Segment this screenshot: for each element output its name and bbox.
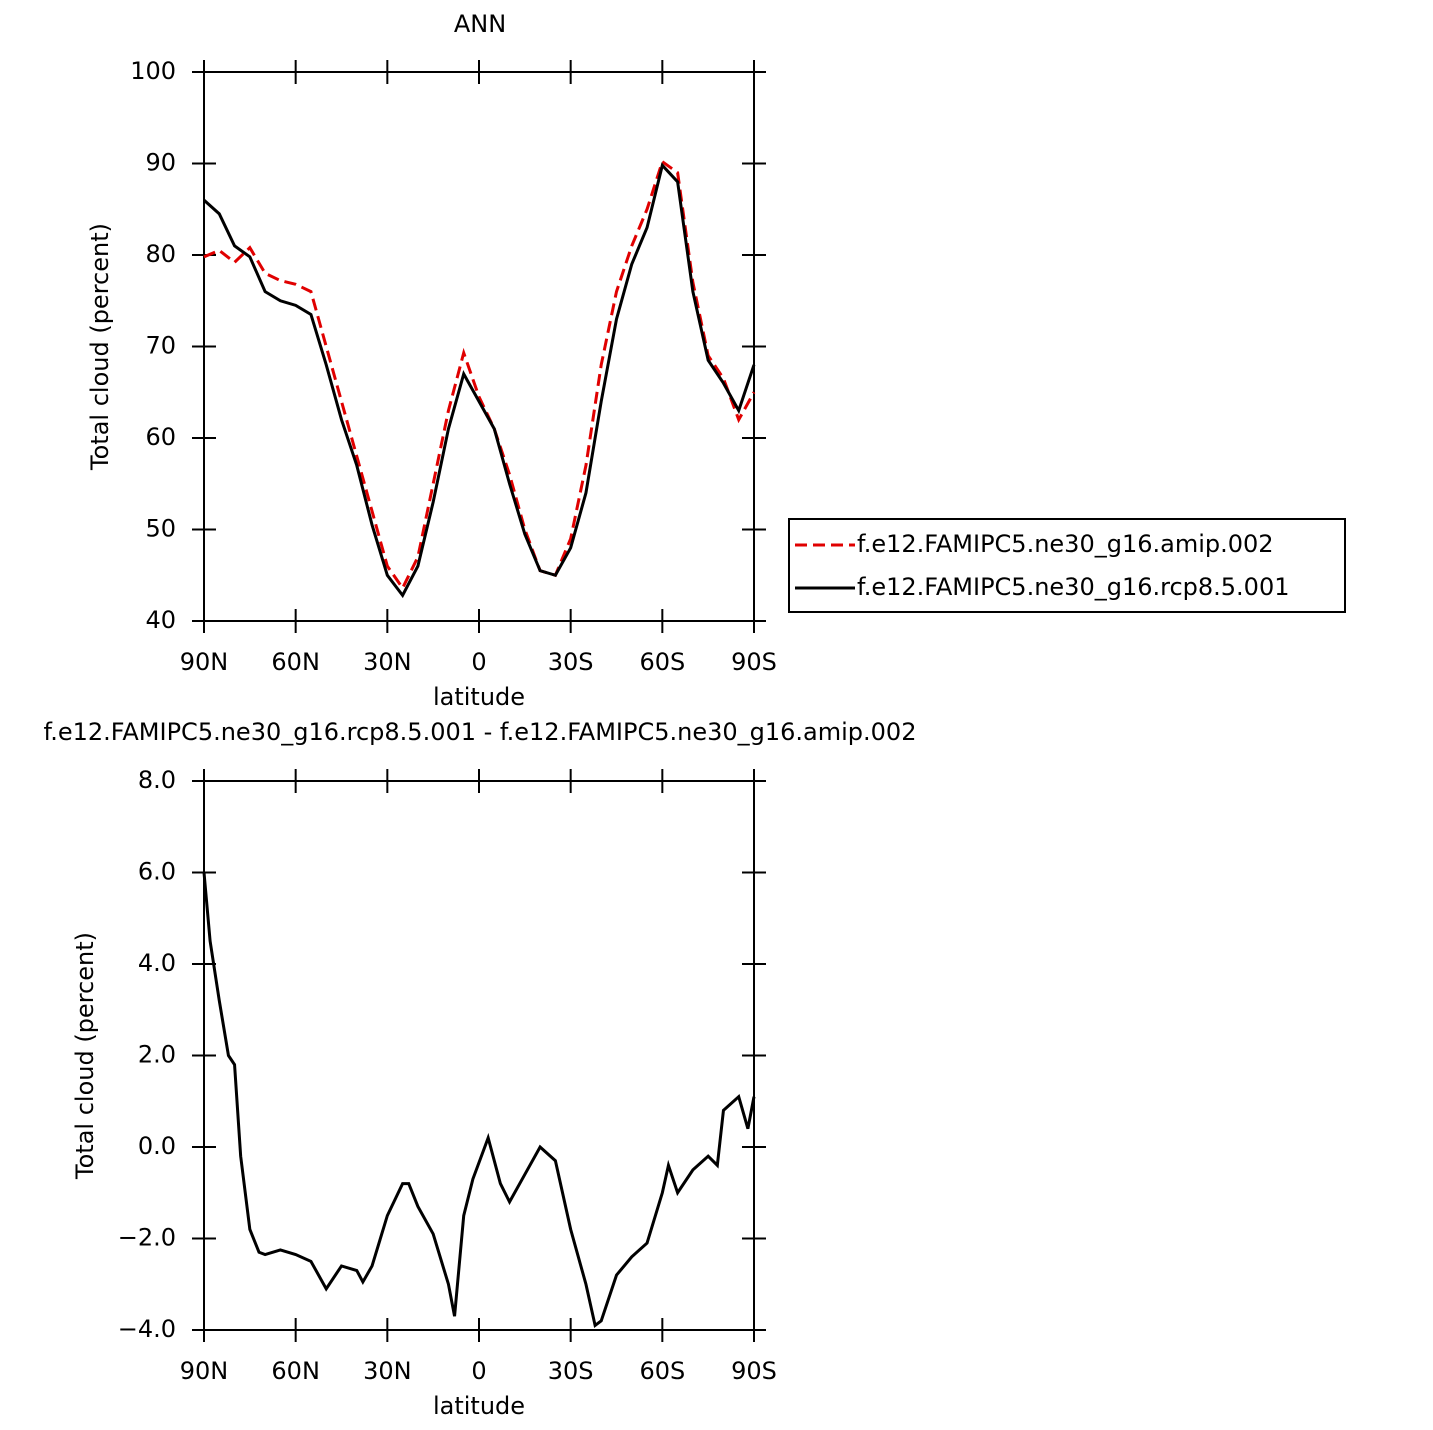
y-tick-label: 50	[145, 515, 176, 543]
chart-title: f.e12.FAMIPC5.ne30_g16.rcp8.5.001 - f.e1…	[44, 718, 917, 746]
legend-label: f.e12.FAMIPC5.ne30_g16.rcp8.5.001	[857, 573, 1290, 601]
y-axis-label: Total cloud (percent)	[86, 223, 114, 471]
x-tick-label: 90N	[180, 1357, 229, 1385]
x-tick-label: 30N	[363, 648, 412, 676]
data-line	[202, 162, 756, 599]
legend-label: f.e12.FAMIPC5.ne30_g16.amip.002	[857, 530, 1274, 558]
x-tick-label: 0	[471, 1357, 486, 1385]
y-tick-label: 90	[145, 149, 176, 177]
x-tick-label: 60S	[639, 1357, 685, 1385]
x-tick-label: 60N	[271, 1357, 320, 1385]
y-tick-label: −4.0	[118, 1315, 176, 1343]
x-axis-label: latitude	[433, 1392, 525, 1420]
legend-box	[788, 518, 1346, 613]
x-tick-label: 30S	[548, 648, 594, 676]
x-tick-label: 30N	[363, 1357, 412, 1385]
y-tick-label: 6.0	[138, 858, 176, 886]
y-tick-label: 2.0	[138, 1041, 176, 1069]
y-tick-label: 8.0	[138, 766, 176, 794]
y-tick-label: 70	[145, 332, 176, 360]
y-tick-label: 40	[145, 606, 176, 634]
y-tick-label: 4.0	[138, 949, 176, 977]
x-tick-label: 60S	[639, 648, 685, 676]
y-tick-label: −2.0	[118, 1224, 176, 1252]
x-tick-label: 90S	[731, 648, 777, 676]
y-axis-label: Total cloud (percent)	[71, 932, 99, 1180]
y-tick-label: 100	[130, 57, 176, 85]
y-tick-label: 0.0	[138, 1132, 176, 1160]
x-tick-label: 60N	[271, 648, 320, 676]
plot-frame	[203, 71, 755, 622]
data-line	[203, 159, 756, 592]
x-tick-label: 90N	[180, 648, 229, 676]
x-tick-label: 0	[471, 648, 486, 676]
x-tick-label: 30S	[548, 1357, 594, 1385]
plot-frame	[203, 780, 755, 1331]
y-tick-label: 60	[145, 423, 176, 451]
y-tick-label: 80	[145, 240, 176, 268]
x-tick-label: 90S	[731, 1357, 777, 1385]
data-line	[202, 872, 756, 1329]
chart-title: ANN	[454, 10, 506, 38]
x-axis-label: latitude	[433, 683, 525, 711]
